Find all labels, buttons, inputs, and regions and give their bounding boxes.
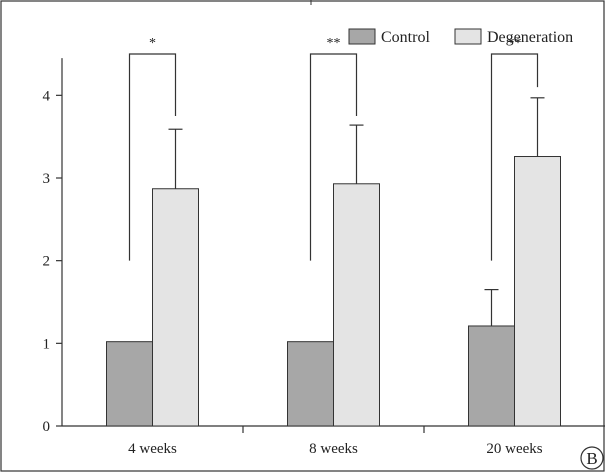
panel-label-text: B [586,449,597,468]
x-tick-label: 4 weeks [128,441,177,457]
bar-degeneration [333,183,380,427]
significance-bracket [309,53,358,261]
bar-control [468,325,515,427]
panel-label-circle [580,446,604,470]
legend-swatch-degeneration [454,28,482,45]
bar-control [287,341,334,427]
bars [106,156,561,427]
legend-swatch-control [348,28,376,45]
legend-label-degeneration: Degeneration [487,29,573,46]
panel-label: B [580,446,604,470]
y-tick-label: 3 [43,171,51,187]
significance-brackets: * ** ** [128,36,539,261]
y-tick-label: 0 [43,419,51,435]
error-bars [168,97,545,326]
legend: Control Degeneration [348,28,573,46]
y-tick-label: 1 [43,336,51,352]
significance-bracket [490,53,539,261]
significance-label: ** [327,36,341,51]
significance-label: * [149,36,156,51]
significance-bracket [128,53,177,261]
x-tick-label: 8 weeks [309,441,358,457]
legend-label-control: Control [381,29,430,46]
significance-label: ** [508,36,522,51]
x-tick-label: 20 weeks [486,441,542,457]
y-tick-label: 2 [43,254,51,270]
bar-degeneration [152,188,199,427]
y-tick-label: 4 [43,88,51,104]
bar-control [106,341,153,427]
bar-degeneration [514,156,561,427]
